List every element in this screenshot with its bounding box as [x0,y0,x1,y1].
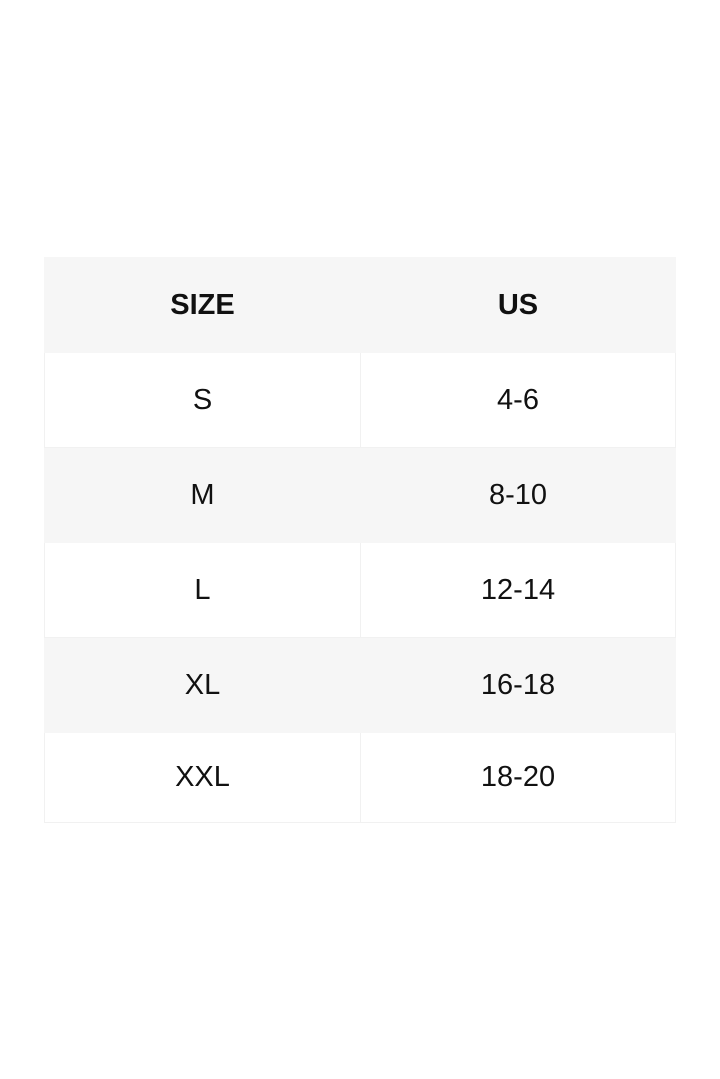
cell-size: S [44,352,361,448]
cell-us: 4-6 [360,352,676,448]
cell-size: L [44,542,361,638]
cell-us: 8-10 [360,447,676,543]
header-size: SIZE [44,257,361,353]
cell-size: XL [44,637,361,733]
size-chart-table: SIZE US S 4-6 M 8-10 L 12-14 XL 16-18 XX… [44,257,676,823]
table-row: L 12-14 [44,542,676,638]
header-us: US [360,257,676,353]
header-row: SIZE US [44,257,676,353]
table-row: M 8-10 [44,447,676,543]
table-row: XXL 18-20 [44,732,676,823]
cell-us: 12-14 [360,542,676,638]
table-row: XL 16-18 [44,637,676,733]
cell-size: M [44,447,361,543]
table-row: S 4-6 [44,352,676,448]
cell-size: XXL [44,732,361,823]
cell-us: 18-20 [360,732,676,823]
cell-us: 16-18 [360,637,676,733]
